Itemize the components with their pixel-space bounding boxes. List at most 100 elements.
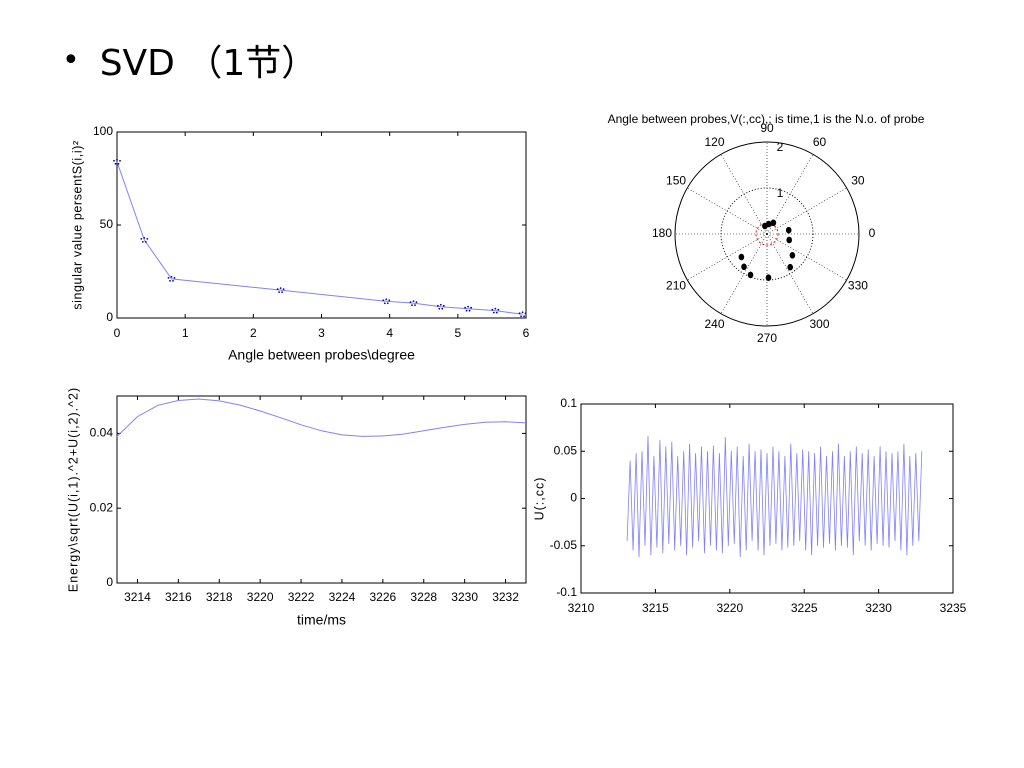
probe-point <box>765 274 772 281</box>
singular-value-chart: 0 1 2 3 4 5 6 0 50 100 Angle between probes\degree… <box>70 124 530 363</box>
y-tick-label: 0 <box>106 575 113 589</box>
data-point <box>167 276 176 282</box>
point-dot <box>278 291 280 293</box>
point-dot <box>442 304 445 307</box>
polar-spoke <box>687 233 768 281</box>
y-axis-label: singular value persentS(i,i)² <box>70 140 84 310</box>
y-tick-label: 0.04 <box>90 426 114 440</box>
x-tick-label: 3218 <box>206 590 233 604</box>
point-dot <box>518 312 521 315</box>
y-tick-label: 0.02 <box>90 500 114 514</box>
probe-point <box>770 219 777 227</box>
u-signal-chart: 3210 3215 3220 3225 3230 3235 -0.1 -0.05 0 0.05 0.… <box>532 396 967 615</box>
y-axis-label: U(:,cc) <box>532 477 546 521</box>
point-dot <box>409 301 412 303</box>
x-tick-label: 3230 <box>865 601 892 615</box>
data-point <box>518 311 527 318</box>
angle-label: 0 <box>869 226 876 240</box>
point-dot <box>385 298 388 301</box>
x-tick-label: 3226 <box>369 590 396 604</box>
data-point <box>491 307 500 314</box>
point-dot <box>116 158 118 161</box>
x-axis-label: Angle between probes\degree <box>228 347 415 363</box>
point-dot <box>282 288 285 290</box>
point-dot <box>520 315 522 318</box>
y-tick-label: 0.05 <box>554 443 578 457</box>
point-dot <box>436 304 439 307</box>
point-dot <box>388 299 391 302</box>
point-dot <box>494 307 497 310</box>
polar-angle-chart: Angle between probes,V(:,cc),: is time,1… <box>608 112 925 345</box>
y-tick-label: 0 <box>106 310 113 324</box>
angle-label: 270 <box>757 331 777 345</box>
probe-point <box>741 263 747 271</box>
point-dot <box>495 311 498 314</box>
probe-point <box>785 226 792 234</box>
x-tick-label: 3225 <box>791 601 818 615</box>
probe-point <box>747 271 754 279</box>
x-tick-label: 4 <box>386 326 393 340</box>
point-dot <box>279 287 282 289</box>
angle-label: 90 <box>760 121 774 135</box>
angle-label: 30 <box>851 174 865 188</box>
angle-label: 150 <box>666 174 686 188</box>
x-tick-label: 3222 <box>288 590 315 604</box>
polar-spoke <box>720 154 768 235</box>
x-tick-label: 3230 <box>451 590 478 604</box>
data-point <box>464 305 472 312</box>
angle-label: 210 <box>666 279 686 293</box>
point-dot <box>497 308 500 311</box>
x-tick-label: 5 <box>454 326 461 340</box>
title-text: SVD （1节） <box>99 43 318 84</box>
polar-spoke <box>766 187 847 235</box>
point-dot <box>167 277 170 279</box>
polar-spoke <box>766 233 847 281</box>
radius-label: 2 <box>777 140 784 154</box>
point-dot <box>465 309 468 312</box>
polar-inner-ring <box>755 222 779 246</box>
point-dot <box>169 280 171 282</box>
point-dot <box>173 277 176 279</box>
x-tick-label: 3 <box>318 326 325 340</box>
point-dot <box>523 315 525 318</box>
point-dot <box>441 307 444 310</box>
probe-point <box>786 236 792 244</box>
x-tick-label: 3220 <box>247 590 274 604</box>
point-dot <box>467 305 469 308</box>
angle-label: 330 <box>848 279 868 293</box>
point-dot <box>276 288 279 290</box>
data-point <box>276 287 285 293</box>
slide-title: • SVD （1节） <box>62 30 317 90</box>
axes-box <box>116 395 527 584</box>
point-dot <box>170 276 173 278</box>
y-axis-label: Energy\sqrt(U(i,1).^2+U(i,2).^2) <box>66 387 80 592</box>
x-tick-label: 3216 <box>165 590 192 604</box>
energy-chart: 3214 3216 3218 3220 3222 3224 3226 3228 3230 3232… <box>66 387 527 628</box>
point-dot <box>146 238 149 240</box>
axes-box <box>116 131 527 319</box>
axes-box <box>580 403 954 594</box>
polar-spoke <box>766 233 814 314</box>
data-point <box>409 300 418 306</box>
x-tick-label: 6 <box>523 326 530 340</box>
angle-label: 180 <box>652 226 672 240</box>
angle-label: 120 <box>704 135 724 149</box>
point-dot <box>143 237 146 239</box>
probe-point <box>787 263 793 271</box>
series-line <box>116 161 523 315</box>
point-dot <box>468 309 471 312</box>
angle-label: 240 <box>704 317 724 331</box>
point-dot <box>382 299 385 302</box>
point-dot <box>470 306 472 309</box>
x-tick-label: 3220 <box>716 601 743 615</box>
title-bullet: • <box>62 42 80 78</box>
x-tick-label: 3228 <box>410 590 437 604</box>
probe-point <box>789 252 796 259</box>
point-dot <box>114 162 117 165</box>
y-tick-label: -0.05 <box>550 538 578 552</box>
x-tick-label: 3215 <box>642 601 669 615</box>
x-tick-label: 3235 <box>940 601 967 615</box>
point-dot <box>113 159 115 162</box>
x-tick-label: 3214 <box>124 590 151 604</box>
probe-point <box>766 220 772 228</box>
